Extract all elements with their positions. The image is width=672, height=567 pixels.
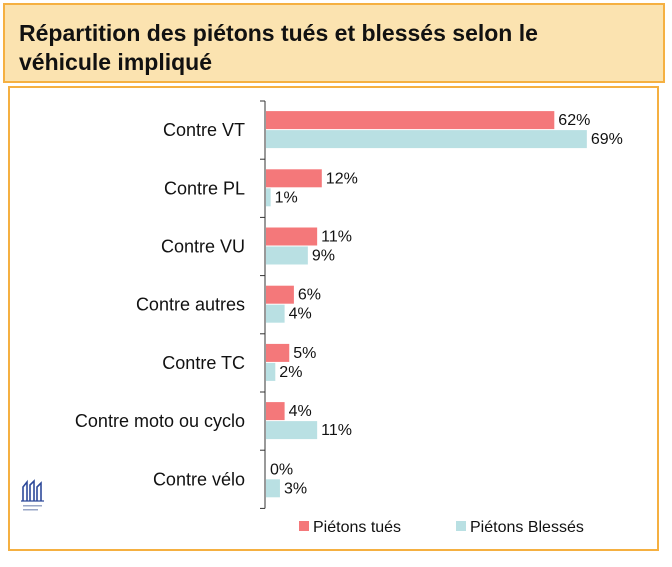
bar-pietons-blesses [266, 421, 318, 440]
data-label: 3% [284, 480, 307, 497]
category-label: Contre moto ou cyclo [75, 411, 245, 431]
data-label: 6% [298, 287, 321, 304]
data-label: 12% [326, 170, 358, 187]
bar-pietons-tues [266, 227, 318, 246]
bar-pietons-blesses [266, 188, 271, 207]
data-label: 9% [312, 248, 335, 265]
data-label: 2% [279, 364, 302, 381]
legend-swatch-tues [299, 521, 309, 531]
category-label: Contre vélo [153, 469, 245, 489]
bar-pietons-tues [266, 169, 322, 188]
data-label: 1% [275, 189, 298, 206]
legend-swatch-blesses [456, 521, 466, 531]
data-label: 0% [270, 461, 293, 478]
chart-area: Contre VT 62% 69% Contre PL 12% 1% Contre VU 11… [8, 86, 659, 551]
bar-pietons-blesses [266, 479, 280, 498]
data-label: 4% [289, 306, 312, 323]
chart-title: Répartition des piétons tués et blessés … [19, 20, 538, 75]
bar-pietons-tues [266, 402, 285, 421]
data-label: 11% [321, 422, 352, 439]
data-label: 11% [321, 229, 352, 246]
legend-label: Piétons Blessés [470, 519, 584, 536]
bar-pietons-blesses [266, 304, 285, 323]
data-label: 4% [289, 403, 312, 420]
bar-chart: Contre VT 62%69% Contre PL 12% 1% Contre VU 11… [75, 100, 623, 536]
legend-label: Piétons tués [313, 519, 401, 536]
bar-pietons-blesses [266, 362, 276, 381]
bar-pietons-tues [266, 111, 555, 130]
data-label: 62% [558, 112, 590, 129]
bar-pietons-blesses [266, 130, 587, 149]
category-label: Contre PL [164, 178, 245, 198]
bar-pietons-blesses [266, 246, 308, 265]
bar-pietons-tues [266, 343, 290, 362]
data-label: 5% [293, 345, 316, 362]
category-label: Contre TC [162, 353, 245, 373]
logo-icon [21, 479, 44, 511]
category-label: Contre VU [161, 237, 245, 257]
title-box: Répartition des piétons tués et blessés … [3, 3, 665, 83]
category-label: Contre autres [136, 295, 245, 315]
category-label: Contre VT [163, 120, 245, 140]
bar-pietons-tues [266, 285, 294, 304]
data-label: 69% [591, 131, 623, 148]
